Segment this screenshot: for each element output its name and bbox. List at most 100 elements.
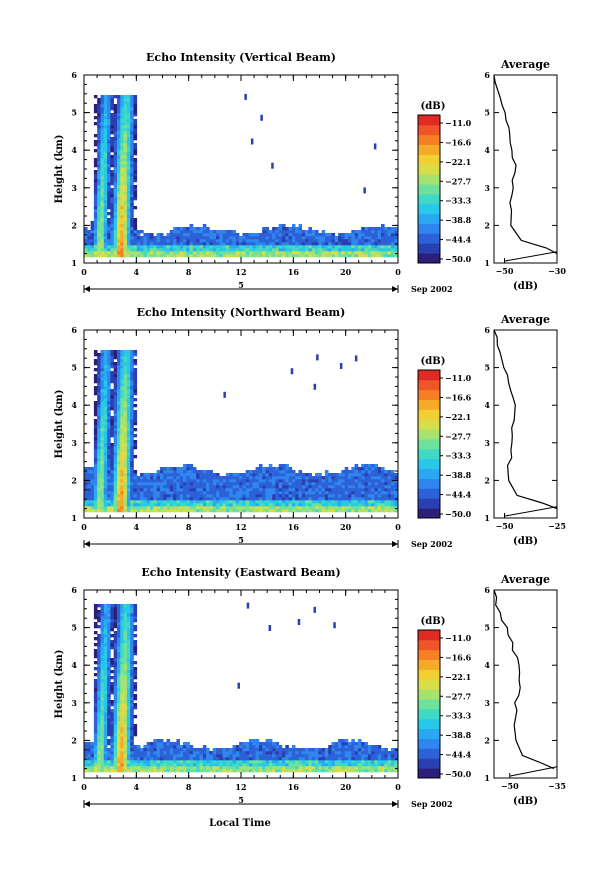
heatmap-cell — [120, 491, 124, 495]
heatmap-cell — [100, 224, 105, 228]
heatmap-cell — [331, 745, 336, 749]
heatmap-cell — [202, 251, 207, 255]
heatmap-cell — [275, 485, 279, 489]
heatmap-cell — [265, 509, 270, 513]
heatmap-cell — [229, 233, 233, 237]
heatmap-cell — [120, 664, 124, 668]
heatmap-cell — [357, 233, 362, 237]
heatmap-cell — [275, 488, 279, 492]
heatmap-cell — [123, 368, 128, 372]
heatmap-cell — [97, 730, 101, 734]
heatmap-cell — [97, 643, 101, 647]
heatmap-cell — [308, 485, 312, 489]
heatmap-cell — [100, 658, 105, 662]
heatmap-cell — [351, 242, 355, 246]
heatmap-cell — [192, 754, 197, 758]
heatmap-cell — [212, 766, 217, 770]
heatmap-cell — [199, 491, 204, 495]
heatmap-cell — [258, 497, 263, 501]
heatmap-cell — [130, 625, 134, 629]
heatmap-cell — [291, 479, 296, 483]
heatmap-cell — [169, 242, 174, 246]
heatmap-cell — [130, 715, 134, 719]
heatmap-cell — [90, 485, 95, 489]
heatmap-cell — [367, 488, 372, 492]
heatmap-cell — [183, 488, 187, 492]
heatmap-cell — [87, 233, 91, 237]
heatmap-cell — [156, 739, 161, 743]
heatmap-cell — [288, 239, 293, 243]
heatmap-cell — [216, 230, 220, 234]
heatmap-cell — [265, 227, 270, 231]
heatmap-cell — [107, 101, 111, 105]
heatmap-cell — [120, 661, 124, 665]
heatmap-cell — [209, 482, 213, 486]
heatmap-cell — [103, 140, 108, 144]
heatmap-cell — [100, 455, 105, 459]
heatmap-cell — [113, 655, 118, 659]
heatmap-cell — [262, 479, 266, 483]
heatmap-cell — [136, 242, 141, 246]
heatmap-cell — [126, 742, 131, 746]
heatmap-cell — [384, 482, 388, 486]
heatmap-cell — [258, 245, 263, 249]
heatmap-cell — [126, 173, 131, 177]
heatmap-cell — [126, 254, 131, 258]
heatmap-cell — [384, 251, 388, 255]
heatmap-cell — [354, 482, 359, 486]
heatmap-cell — [169, 470, 174, 474]
heatmap-cell — [272, 745, 276, 749]
heatmap-cell — [242, 236, 246, 240]
heatmap-cell — [255, 766, 260, 770]
heatmap-cell — [225, 503, 230, 507]
heatmap-cell — [357, 479, 362, 483]
heatmap-cell — [136, 757, 141, 761]
heatmap-cell — [110, 359, 114, 363]
heatmap-cell — [84, 497, 88, 501]
heatmap-cell — [245, 251, 250, 255]
heatmap-cell — [250, 138, 254, 145]
heatmap-cell — [133, 392, 138, 396]
heatmap-cell — [123, 203, 128, 207]
heatmap-cell — [225, 763, 230, 767]
heatmap-cell — [334, 482, 339, 486]
heatmap-cell — [120, 212, 124, 216]
heatmap-cell — [153, 500, 157, 504]
heatmap-cell — [159, 479, 164, 483]
heatmap-cell — [126, 760, 131, 764]
heatmap-cell — [123, 434, 128, 438]
heatmap-cell — [192, 242, 197, 246]
heatmap-cell — [301, 769, 306, 773]
heatmap-cell — [113, 188, 118, 192]
heatmap-cell — [371, 473, 375, 477]
heatmap-cell — [110, 446, 114, 450]
heatmap-cell — [324, 248, 329, 252]
heatmap-cell — [133, 167, 138, 171]
heatmap-cell — [93, 179, 98, 183]
heatmap-cell — [216, 754, 220, 758]
heatmap-cell — [103, 218, 108, 222]
heatmap-cell — [159, 233, 164, 237]
heatmap-cell — [100, 416, 105, 420]
heatmap-cell — [107, 625, 111, 629]
heatmap-cell — [196, 751, 200, 755]
heatmap-cell — [126, 757, 131, 761]
heatmap-cell — [126, 143, 131, 147]
heatmap-cell — [133, 149, 138, 153]
heatmap-cell — [169, 236, 174, 240]
heatmap-cell — [107, 631, 111, 635]
heatmap-cell — [107, 655, 111, 659]
heatmap-cell — [113, 673, 118, 677]
heatmap-cell — [278, 245, 283, 249]
heatmap-cell — [176, 239, 180, 243]
heatmap-cell — [159, 251, 164, 255]
heatmap-cell — [219, 248, 223, 252]
heatmap-cell — [348, 769, 352, 773]
heatmap-cell — [133, 242, 138, 246]
heatmap-cell — [258, 751, 263, 755]
heatmap-cell — [113, 353, 118, 357]
colorbar-tick-label: −11.0 — [445, 118, 472, 128]
heatmap-cell — [308, 503, 312, 507]
heatmap-cell — [357, 503, 362, 507]
heatmap-cell — [103, 631, 108, 635]
